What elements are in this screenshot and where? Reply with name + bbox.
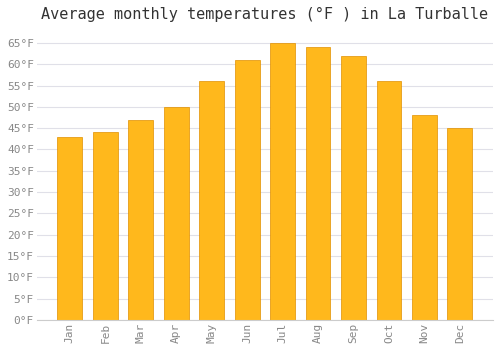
- Bar: [270, 43, 295, 320]
- Bar: [412, 116, 437, 320]
- Bar: [341, 56, 366, 320]
- Bar: [58, 136, 82, 320]
- Title: Average monthly temperatures (°F ) in La Turballe: Average monthly temperatures (°F ) in La…: [42, 7, 488, 22]
- Bar: [306, 47, 330, 320]
- Bar: [93, 132, 118, 320]
- Bar: [128, 120, 153, 320]
- Bar: [235, 60, 260, 320]
- Bar: [376, 81, 402, 320]
- Bar: [200, 81, 224, 320]
- Bar: [164, 107, 188, 320]
- Bar: [448, 128, 472, 320]
